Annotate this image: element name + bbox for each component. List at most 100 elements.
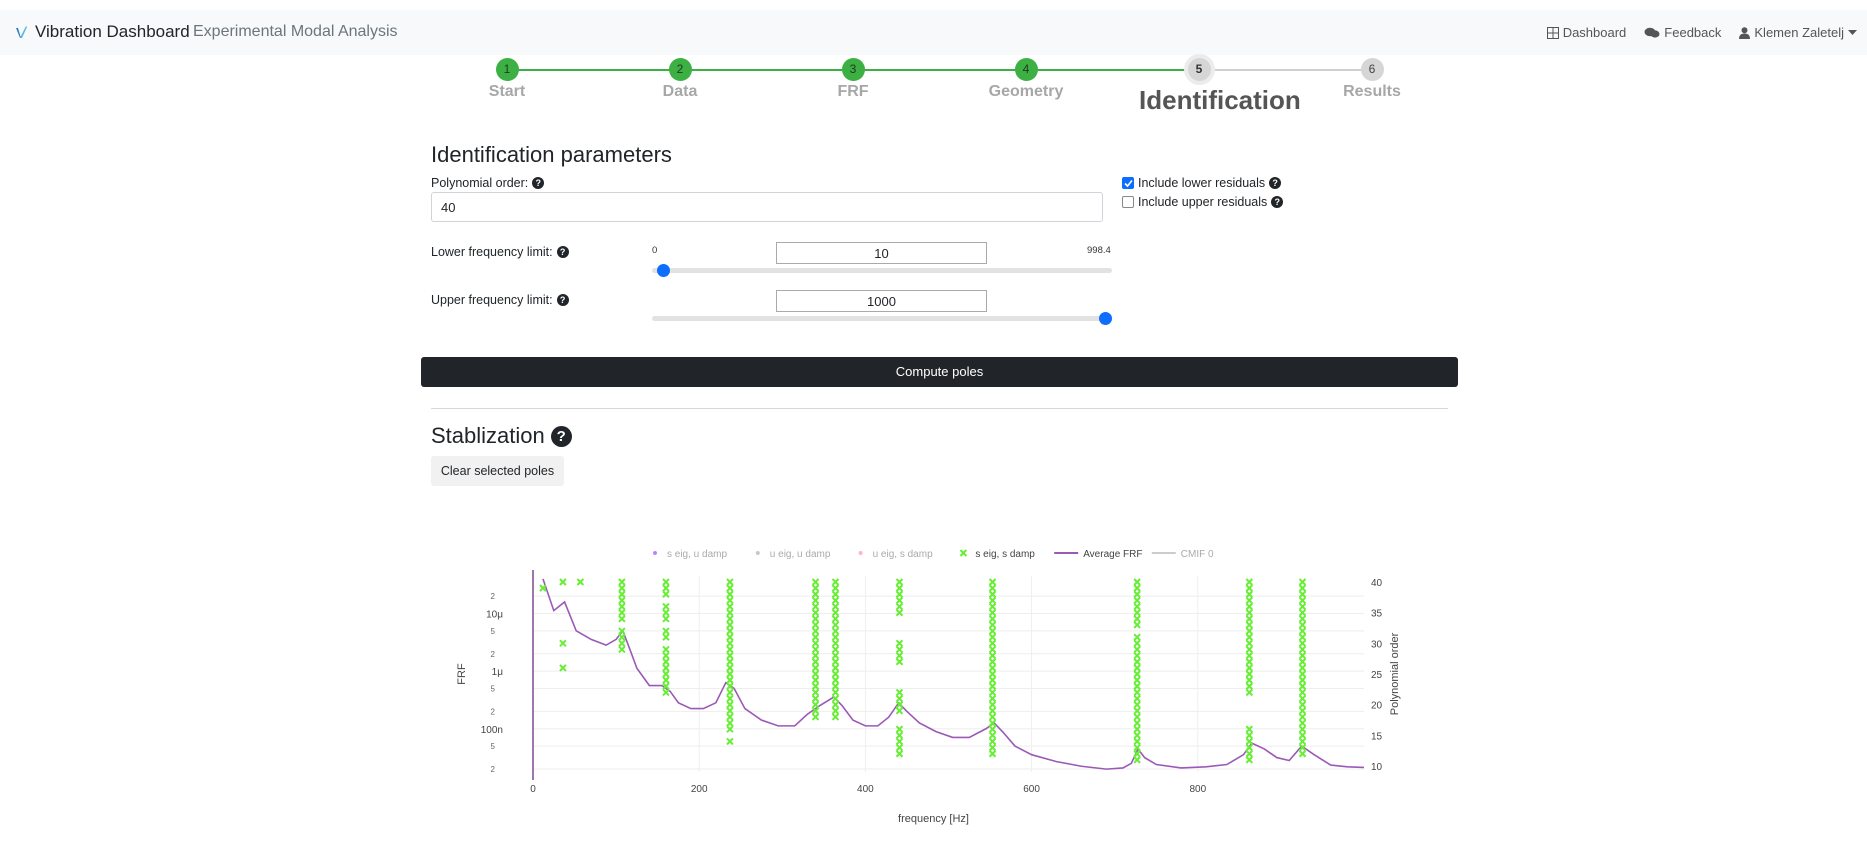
stable-pole-marker[interactable] (811, 658, 820, 666)
stable-pole-marker[interactable] (1298, 725, 1307, 733)
stable-pole-marker[interactable] (895, 584, 904, 592)
stable-pole-marker[interactable] (1298, 658, 1307, 666)
stable-pole-marker[interactable] (988, 596, 997, 605)
stable-pole-marker[interactable] (811, 639, 820, 648)
stable-pole-marker[interactable] (662, 615, 670, 623)
stable-pole-marker[interactable] (1245, 639, 1254, 648)
stable-pole-marker[interactable] (811, 694, 820, 703)
stable-pole-marker[interactable] (831, 645, 840, 654)
stable-pole-marker[interactable] (662, 602, 670, 611)
stable-pole-marker[interactable] (1298, 731, 1307, 740)
stable-pole-marker[interactable] (662, 670, 670, 678)
stable-pole-marker[interactable] (1133, 719, 1141, 727)
stable-pole-marker[interactable] (988, 602, 997, 611)
stable-pole-marker[interactable] (662, 645, 670, 654)
stable-pole-marker[interactable] (988, 639, 997, 648)
stable-pole-marker[interactable] (831, 688, 840, 697)
stable-pole-marker[interactable] (1133, 737, 1141, 746)
stable-pole-marker[interactable] (895, 645, 904, 654)
stable-pole-marker[interactable] (726, 590, 734, 598)
stable-pole-marker[interactable] (1245, 737, 1254, 746)
stable-pole-marker[interactable] (726, 578, 734, 586)
stable-pole-marker[interactable] (988, 627, 997, 635)
stable-pole-marker[interactable] (895, 707, 904, 715)
stable-pole-marker[interactable] (618, 639, 626, 648)
stable-pole-marker[interactable] (559, 664, 567, 672)
stable-pole-marker[interactable] (811, 627, 820, 635)
stable-pole-marker[interactable] (1245, 633, 1254, 641)
stable-pole-marker[interactable] (618, 615, 626, 623)
stable-pole-marker[interactable] (831, 608, 840, 617)
stable-pole-marker[interactable] (1245, 682, 1254, 690)
stable-pole-marker[interactable] (831, 584, 840, 592)
stable-pole-marker[interactable] (895, 602, 904, 611)
stable-pole-marker[interactable] (726, 700, 734, 709)
legend-item[interactable]: CMIF 0 (1151, 549, 1214, 560)
stable-pole-marker[interactable] (559, 578, 567, 586)
legend-item[interactable]: s eig, u damp (653, 549, 727, 560)
stable-pole-marker[interactable] (1298, 627, 1307, 635)
stable-pole-marker[interactable] (811, 688, 820, 697)
stable-pole-marker[interactable] (1245, 584, 1254, 592)
stable-pole-marker[interactable] (811, 707, 820, 715)
stable-pole-marker[interactable] (1245, 608, 1254, 617)
stable-pole-marker[interactable] (618, 584, 626, 592)
stable-pole-marker[interactable] (1133, 743, 1141, 752)
stable-pole-marker[interactable] (1298, 602, 1307, 611)
help-icon[interactable]: ? (532, 177, 545, 189)
step-identification[interactable]: 5 Identification (1139, 58, 1301, 116)
stable-pole-marker[interactable] (726, 707, 734, 715)
stable-pole-marker[interactable] (1298, 621, 1307, 629)
stable-pole-marker[interactable] (895, 750, 904, 758)
stable-pole-marker[interactable] (662, 651, 670, 660)
stable-pole-marker[interactable] (1133, 602, 1141, 611)
stable-pole-marker[interactable] (811, 670, 820, 678)
stable-pole-marker[interactable] (988, 743, 997, 752)
stable-pole-marker[interactable] (811, 664, 820, 672)
stable-pole-marker[interactable] (1245, 621, 1254, 629)
stable-pole-marker[interactable] (662, 664, 670, 672)
stable-pole-marker[interactable] (726, 627, 734, 635)
stable-pole-marker[interactable] (811, 713, 820, 721)
stable-pole-marker[interactable] (726, 633, 734, 641)
stable-pole-marker[interactable] (988, 713, 997, 721)
stable-pole-marker[interactable] (1245, 627, 1254, 635)
help-icon[interactable]: ? (1269, 177, 1282, 189)
stable-pole-marker[interactable] (1298, 694, 1307, 703)
stable-pole-marker[interactable] (811, 590, 820, 598)
stable-pole-marker[interactable] (662, 658, 670, 666)
stable-pole-marker[interactable] (831, 578, 840, 586)
stable-pole-marker[interactable] (988, 707, 997, 715)
stable-pole-marker[interactable] (726, 694, 734, 703)
stable-pole-marker[interactable] (831, 633, 840, 641)
stable-pole-marker[interactable] (988, 608, 997, 617)
stable-pole-marker[interactable] (988, 676, 997, 684)
nav-feedback-link[interactable]: Feedback (1644, 25, 1721, 40)
upper-frequency-slider-handle[interactable] (1099, 312, 1112, 325)
stable-pole-marker[interactable] (726, 658, 734, 666)
stable-pole-marker[interactable] (831, 602, 840, 611)
stable-pole-marker[interactable] (576, 578, 585, 586)
stable-pole-marker[interactable] (1298, 664, 1307, 672)
nav-dashboard-link[interactable]: Dashboard (1546, 25, 1626, 40)
stable-pole-marker[interactable] (1245, 658, 1254, 666)
stable-pole-marker[interactable] (831, 700, 840, 709)
stable-pole-marker[interactable] (895, 731, 904, 740)
stable-pole-marker[interactable] (726, 651, 734, 660)
stable-pole-marker[interactable] (1133, 664, 1141, 672)
legend-item[interactable]: Average FRF (1054, 549, 1142, 560)
stable-pole-marker[interactable] (726, 682, 734, 690)
stable-pole-marker[interactable] (1298, 688, 1307, 697)
stable-pole-marker[interactable] (1245, 602, 1254, 611)
stable-pole-marker[interactable] (1133, 713, 1141, 721)
stable-pole-marker[interactable] (811, 608, 820, 617)
stable-pole-marker[interactable] (831, 713, 840, 721)
stable-pole-marker[interactable] (1298, 645, 1307, 654)
stable-pole-marker[interactable] (831, 639, 840, 648)
stable-pole-marker[interactable] (1298, 584, 1307, 592)
stable-pole-marker[interactable] (831, 627, 840, 635)
stable-pole-marker[interactable] (1298, 707, 1307, 715)
stable-pole-marker[interactable] (988, 621, 997, 629)
stable-pole-marker[interactable] (895, 658, 904, 666)
